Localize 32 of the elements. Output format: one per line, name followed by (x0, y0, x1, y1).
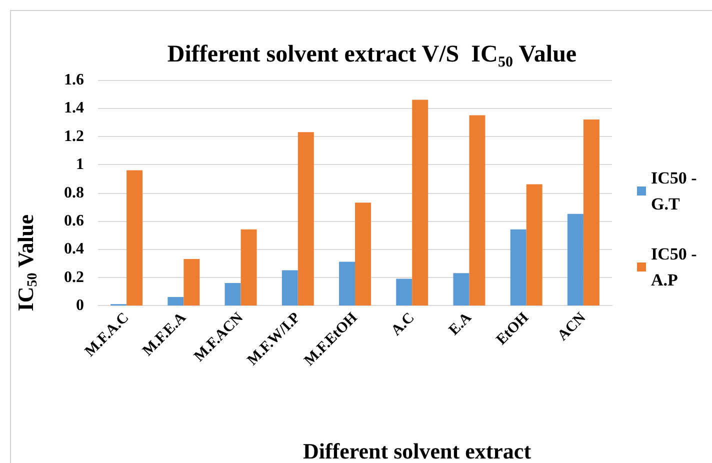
bar (453, 273, 470, 306)
bar (469, 115, 486, 306)
bar (282, 270, 298, 306)
y-axis-title: IC50 Value (13, 214, 40, 312)
bar (240, 229, 257, 306)
bar (126, 170, 143, 306)
legend-label: IC50 - A.P (651, 244, 702, 290)
bar (184, 258, 200, 306)
bar (224, 282, 241, 306)
bar (583, 119, 600, 306)
x-axis-title: Different solvent extract (302, 438, 532, 463)
legend-label: IC50 - G.T (651, 168, 702, 214)
bar (396, 278, 412, 306)
x-tick-label: E.A (446, 310, 476, 339)
bar (510, 229, 526, 306)
bar (298, 132, 314, 306)
bar (339, 262, 355, 306)
y-tick-label: 1.2 (64, 128, 84, 145)
bar (526, 184, 542, 306)
bar (168, 297, 184, 306)
x-tick-label: A.C (388, 310, 418, 340)
y-tick-label: 0.4 (64, 240, 84, 258)
y-tick-label: 0 (76, 297, 84, 314)
y-tick-label: 1.4 (64, 100, 84, 117)
bar (412, 100, 428, 306)
y-tick-label: 0.6 (64, 212, 84, 230)
y-tick-label: 0.2 (64, 268, 84, 286)
bar (355, 202, 371, 306)
bar (567, 214, 584, 306)
y-tick-label: 0.8 (64, 184, 84, 202)
y-tick-label: 1 (76, 156, 84, 174)
y-tick-label: 1.6 (64, 72, 84, 88)
